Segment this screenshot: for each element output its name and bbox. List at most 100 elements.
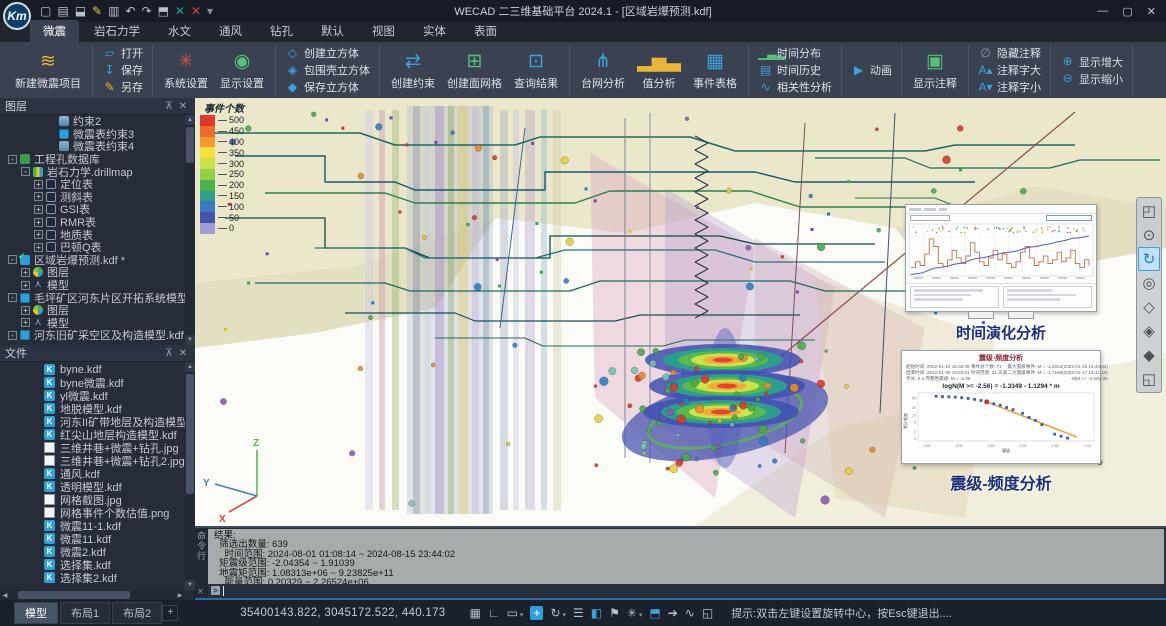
file-item[interactable]: K 红尖山地层构造模型.kdf (0, 428, 185, 442)
minimize-icon[interactable]: — (1097, 5, 1109, 17)
scroll-left-icon[interactable]: ◀ (2, 592, 8, 599)
new-file-icon[interactable]: ▢ (40, 4, 52, 18)
ribbon-button-显示缩小[interactable]: ⊖ 显示缩小 (1058, 71, 1125, 87)
ribbon-button-相关性分析[interactable]: ∿ 相关性分析 (756, 79, 834, 95)
layout-tab-布局1[interactable]: 布局1 (60, 602, 111, 624)
close-icon[interactable]: ✕ (178, 347, 188, 359)
ribbon-button-保存立方体[interactable]: ◆ 保存立方体 (283, 79, 372, 95)
file-item[interactable]: K 微震11.kdf (0, 532, 185, 546)
ribbon-button-新建微震项目[interactable]: ≋ 新建微震项目 (11, 49, 85, 92)
tree-item[interactable]: - 工程孔数据库 (0, 153, 185, 166)
ribbon-button-时间历史[interactable]: ▤ 时间历史 (756, 62, 834, 78)
ribbon-button-时间分布[interactable]: ▁▃▂ 时间分布 (756, 45, 834, 61)
pin-icon[interactable]: ⊼ (165, 100, 173, 112)
file-item[interactable]: K 微震11-1.kdf (0, 519, 185, 533)
ribbon-button-显示增大[interactable]: ⊕ 显示增大 (1058, 54, 1125, 70)
scroll-down-icon[interactable]: ▼ (185, 335, 195, 345)
app-logo[interactable]: Km (3, 2, 31, 30)
dropdown-arrow-icon[interactable]: ▾ (560, 612, 566, 619)
maximize-icon[interactable]: ▢ (1122, 5, 1133, 18)
ribbon-button-值分析[interactable]: ▂▅▃ 值分析 (633, 49, 685, 92)
ribbon-button-注释字小[interactable]: A▾ 注释字小 (976, 79, 1043, 95)
menu-tab-水文[interactable]: 水文 (168, 26, 191, 38)
shaded-cube-icon[interactable]: ◆ (1143, 347, 1155, 364)
tree-item[interactable]: + 图层 (0, 266, 185, 279)
scroll-down-icon[interactable]: ▼ (185, 580, 195, 590)
ribbon-button-隐藏注释[interactable]: ∅ 隐藏注释 (976, 45, 1043, 61)
ribbon-button-注释字大[interactable]: A▴ 注释字大 (976, 62, 1043, 78)
object-snap-icon[interactable]: ▭ ▾ (506, 606, 524, 620)
ribbon-button-打开[interactable]: ▱ 打开 (100, 45, 145, 61)
scroll-up-icon[interactable]: ▲ (185, 362, 195, 372)
menu-tab-通风[interactable]: 通风 (219, 26, 242, 38)
ribbon-button-显示设置[interactable]: ◉ 显示设置 (216, 49, 268, 92)
menu-tab-视图[interactable]: 视图 (372, 26, 395, 38)
tree-item[interactable]: 微震表约束4 (0, 140, 185, 153)
rotate-icon[interactable]: ↻ ▾ (550, 606, 566, 620)
tree-item[interactable]: - 毛坪矿区河东片区开拓系统模型 (1).k (0, 291, 185, 305)
file-item[interactable]: K 透明模型.kdf (0, 480, 185, 494)
file-item[interactable]: 三维井巷+微震+钻孔.jpg (0, 441, 185, 455)
undo-icon[interactable]: ↶ (125, 4, 136, 18)
zoom-extents-icon[interactable]: ◱ (1141, 371, 1157, 388)
tree-item[interactable]: + 图层 (0, 304, 185, 317)
ribbon-button-查询结果[interactable]: ⊡ 查询结果 (510, 49, 562, 92)
orbit-icon[interactable]: ⊙ (1142, 227, 1156, 244)
save-icon[interactable]: ⬓ (74, 4, 87, 18)
expand-icon[interactable]: + (21, 318, 30, 328)
ribbon-button-系统设置[interactable]: ✳ 系统设置 (160, 49, 212, 92)
file-item[interactable]: 三维井巷+微震+钻孔2.jpg (0, 454, 185, 468)
menu-tab-表面[interactable]: 表面 (474, 26, 497, 38)
tree-item[interactable]: + 巴顿Q表 (0, 241, 185, 254)
file-item[interactable]: K 微震2.kdf (0, 545, 185, 559)
file-item[interactable]: 网格截图.jpg (0, 493, 185, 507)
close-icon[interactable]: ✕ (1146, 5, 1156, 18)
tree-item[interactable]: + GSI表 (0, 203, 185, 216)
annotation-flag-icon[interactable]: ⚑ (609, 606, 620, 620)
section-box-icon[interactable]: ◰ (1141, 203, 1157, 220)
file-item[interactable]: K 地脱模型.kdf (0, 402, 185, 416)
menu-tab-钻孔[interactable]: 钻孔 (270, 26, 293, 38)
ribbon-button-动画[interactable]: ▶ 动画 (849, 62, 894, 78)
ribbon-button-事件表格[interactable]: ▦ 事件表格 (689, 49, 741, 92)
file-item[interactable]: K 河东II矿带地层及构造模型.kdf (0, 415, 185, 429)
expand-icon[interactable]: + (34, 204, 43, 214)
ribbon-button-台网分析[interactable]: ⋔ 台网分析 (577, 49, 629, 92)
ortho-icon[interactable]: ∟ (487, 606, 500, 620)
layers-scrollbar[interactable]: ▲ ▼ (185, 115, 195, 345)
ribbon-button-创建面网格[interactable]: ⊞ 创建面网格 (443, 49, 506, 92)
ribbon-button-创建立方体[interactable]: ◇ 创建立方体 (283, 45, 372, 61)
scroll-up-icon[interactable]: ▲ (185, 115, 195, 125)
solid-cube-icon[interactable]: ⬒ (649, 606, 661, 620)
files-hscrollbar[interactable]: ◀ ▶ (0, 590, 185, 600)
settings-gear-icon[interactable]: ✳ ▾ (626, 606, 643, 620)
tree-item[interactable]: 微震表约束3 (0, 128, 185, 141)
ribbon-button-显示注释[interactable]: ▣ 显示注释 (909, 49, 961, 92)
print-icon[interactable]: ▥ (108, 4, 120, 18)
fullscreen-icon[interactable]: ◱ (701, 606, 714, 620)
menu-tab-实体[interactable]: 实体 (423, 26, 446, 38)
expand-icon[interactable]: + (21, 267, 30, 277)
tree-item[interactable]: + 模型 (0, 279, 185, 292)
file-item[interactable]: K 选择集2.kdf (0, 571, 185, 585)
expand-icon[interactable]: + (21, 305, 30, 315)
tree-item[interactable]: - 区域岩爆预测.kdf * (0, 251, 185, 267)
hidden-cube-icon[interactable]: ◈ (1143, 323, 1155, 340)
expand-icon[interactable]: + (21, 280, 30, 290)
file-item[interactable]: K 通风.kdf (0, 467, 185, 481)
tree-item[interactable]: + 地质表 (0, 228, 185, 242)
redo-icon[interactable]: ↷ (141, 4, 152, 18)
graph-icon[interactable]: ∿ (684, 606, 695, 620)
range-combo[interactable] (1046, 215, 1092, 221)
console-tab[interactable]: 命令行 ✕ (195, 528, 208, 598)
series-combo[interactable] (910, 215, 950, 221)
more-dropdown-icon[interactable]: ▾ (207, 4, 214, 18)
menu-tab-微震[interactable]: 微震 (30, 20, 79, 42)
files-scrollbar[interactable]: ▲ ▼ (185, 362, 195, 590)
expand-icon[interactable]: + (34, 230, 43, 240)
scroll-right-icon[interactable]: ▶ (177, 592, 183, 599)
cancel-button[interactable] (1008, 311, 1034, 319)
